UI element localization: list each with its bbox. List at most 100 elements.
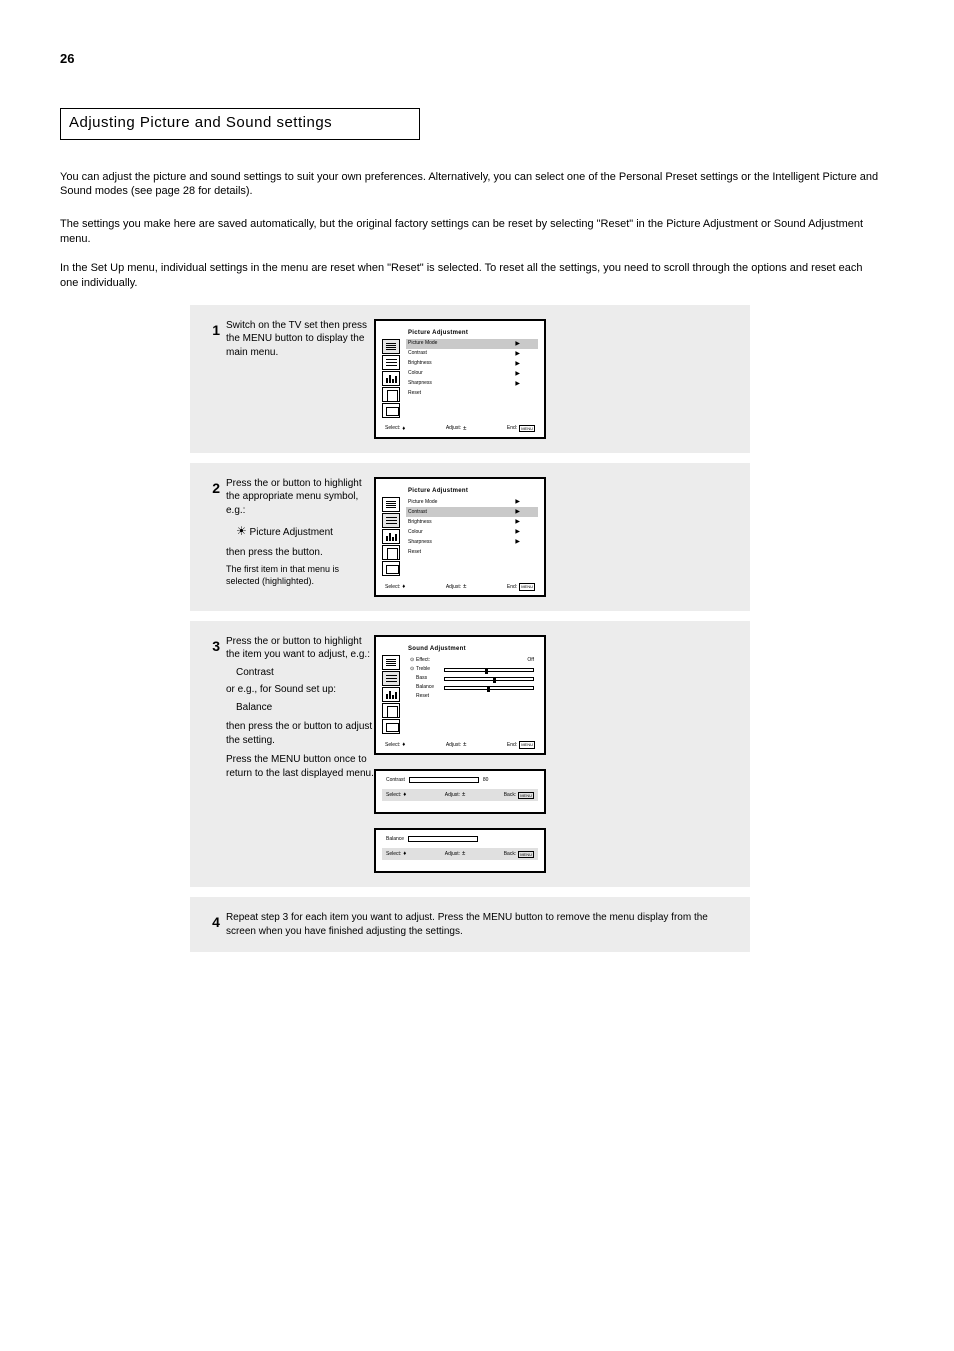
- nav-label: Select:: [386, 851, 401, 858]
- tab-column: [382, 339, 402, 419]
- tab-column: [382, 497, 402, 577]
- bar-row: Balance: [382, 834, 538, 844]
- menu-label: Colour: [408, 370, 423, 377]
- arrow-icon: ▶: [515, 350, 538, 358]
- nav-label: Back:: [504, 792, 517, 799]
- slider-rail: [444, 686, 534, 690]
- step-line: or e.g., for Sound set up:: [226, 683, 374, 697]
- nav-select: Select:♦: [385, 583, 405, 591]
- menu-item: Contrast▶: [406, 507, 538, 517]
- bar-label: Contrast: [386, 777, 405, 784]
- nav-end: End:MENU: [507, 425, 535, 433]
- row-label: Bass: [416, 675, 444, 682]
- screen-navbar: Select:♦ Adjust:± Back:MENU: [382, 789, 538, 801]
- tab-picture-icon: [382, 655, 400, 670]
- menu-icon: MENU: [518, 792, 534, 799]
- step-note: The first item in that menu is selected …: [226, 563, 374, 587]
- step-line: Press the or button to highlight the app…: [226, 477, 374, 518]
- sound-row: ⊙Treble: [410, 665, 538, 674]
- screen-navbar: Select:♦ Adjust:± End:MENU: [382, 423, 538, 433]
- menu-icon: MENU: [519, 741, 535, 748]
- step-text: Press the or button to highlight the ite…: [220, 635, 374, 781]
- arrow-icon: ▶: [515, 528, 538, 536]
- nav-select: Select:♦: [385, 741, 405, 749]
- screen-navbar: Select:♦ Adjust:± Back:MENU: [382, 848, 538, 860]
- menu-label: Brightness: [408, 519, 432, 526]
- tab-sound-icon: [382, 355, 400, 370]
- reset-text-1: The settings you make here are saved aut…: [60, 217, 880, 247]
- arrow-icon: ▶: [515, 360, 538, 368]
- screen-mock-balance-bar: Balance Select:♦ Adjust:± Back:MENU: [374, 828, 546, 873]
- item-label: Balance: [236, 701, 374, 715]
- step-line: Press the or button to highlight the ite…: [226, 635, 374, 662]
- screen-mock-contrast-bar: Contrast 80 Select:♦ Adjust:± Back:MENU: [374, 769, 546, 814]
- nav-back: Back:MENU: [504, 850, 534, 858]
- menu-label: Reset: [408, 549, 421, 556]
- nav-label: Back:: [504, 851, 517, 858]
- tab-features-icon: [382, 529, 400, 544]
- nav-label: End:: [507, 584, 517, 591]
- nav-select: Select:♦: [386, 850, 406, 858]
- tab-column: [382, 655, 402, 735]
- menu-label: Reset: [408, 390, 421, 397]
- step-text: Switch on the TV set then press the MENU…: [220, 319, 374, 360]
- nav-label: End:: [507, 742, 517, 749]
- step-text: Press the or button to highlight the app…: [220, 477, 374, 588]
- row-label: Effect:: [416, 657, 444, 664]
- menu-label: Brightness: [408, 360, 432, 367]
- sound-row: Reset: [410, 692, 538, 701]
- tab-setup-icon: [382, 545, 400, 560]
- nav-select: Select:♦: [386, 791, 406, 799]
- plusminus-icon: ±: [463, 425, 466, 433]
- screen-title: Sound Adjustment: [408, 645, 538, 653]
- menu-label: Picture Mode: [408, 499, 437, 506]
- nav-end: End:MENU: [507, 741, 535, 749]
- tab-sound-icon: [382, 671, 400, 686]
- nav-adjust: Adjust:±: [445, 850, 466, 858]
- screen-navbar: Select:♦ Adjust:± End:MENU: [382, 581, 538, 591]
- arrow-icon: ▶: [515, 370, 538, 378]
- tab-screen-icon: [382, 561, 400, 576]
- menu-label: Contrast: [408, 350, 427, 357]
- nav-end: End:MENU: [507, 583, 535, 591]
- screen-mock-sound: Sound Adjustment ⊙Effect:Off: [374, 635, 546, 755]
- nav-adjust: Adjust:±: [446, 741, 467, 749]
- nav-label: Select:: [385, 742, 400, 749]
- menu-icon: MENU: [518, 851, 534, 858]
- menu-label: Picture Mode: [408, 340, 437, 347]
- menu-item: Colour ▶: [406, 369, 538, 379]
- menu-item: Reset: [406, 547, 538, 557]
- step-number: 3: [202, 635, 220, 656]
- row-label: Balance: [416, 684, 444, 691]
- sound-row: Balance: [410, 683, 538, 692]
- reset-paragraph-1: The settings you make here are saved aut…: [60, 217, 880, 247]
- updown-icon: ♦: [403, 791, 406, 799]
- plusminus-icon: ±: [462, 791, 465, 799]
- section-title: Adjusting Picture and Sound settings: [60, 108, 420, 140]
- sound-row: Bass: [410, 674, 538, 683]
- step-text: Repeat step 3 for each item you want to …: [220, 911, 738, 938]
- menu-item: Colour▶: [406, 527, 538, 537]
- step-4-block: 4 Repeat step 3 for each item you want t…: [190, 897, 750, 952]
- intro-paragraph: You can adjust the picture and sound set…: [60, 170, 880, 200]
- step-2-block: 2 Press the or button to highlight the a…: [190, 463, 750, 611]
- arrow-icon: ▶: [515, 340, 538, 348]
- bar-value: 80: [483, 777, 495, 784]
- step-number: 4: [202, 911, 220, 932]
- arrow-icon: ▶: [515, 538, 538, 546]
- arrow-icon: ▶: [515, 518, 538, 526]
- plusminus-icon: ±: [463, 583, 466, 591]
- tab-screen-icon: [382, 403, 400, 418]
- tab-setup-icon: [382, 387, 400, 402]
- slider-rail: [444, 668, 534, 672]
- menu-item: Picture Mode▶: [406, 497, 538, 507]
- nav-label: Adjust:: [446, 742, 461, 749]
- bar-box: [408, 836, 478, 842]
- nav-select: Select:♦: [385, 425, 405, 433]
- menu-label: Sharpness: [408, 539, 432, 546]
- slider-rail: [444, 677, 534, 681]
- step-1-block: 1 Switch on the TV set then press the ME…: [190, 305, 750, 453]
- sound-row: ⊙Effect:Off: [410, 656, 538, 665]
- tab-picture-icon: [382, 339, 400, 354]
- tab-screen-icon: [382, 719, 400, 734]
